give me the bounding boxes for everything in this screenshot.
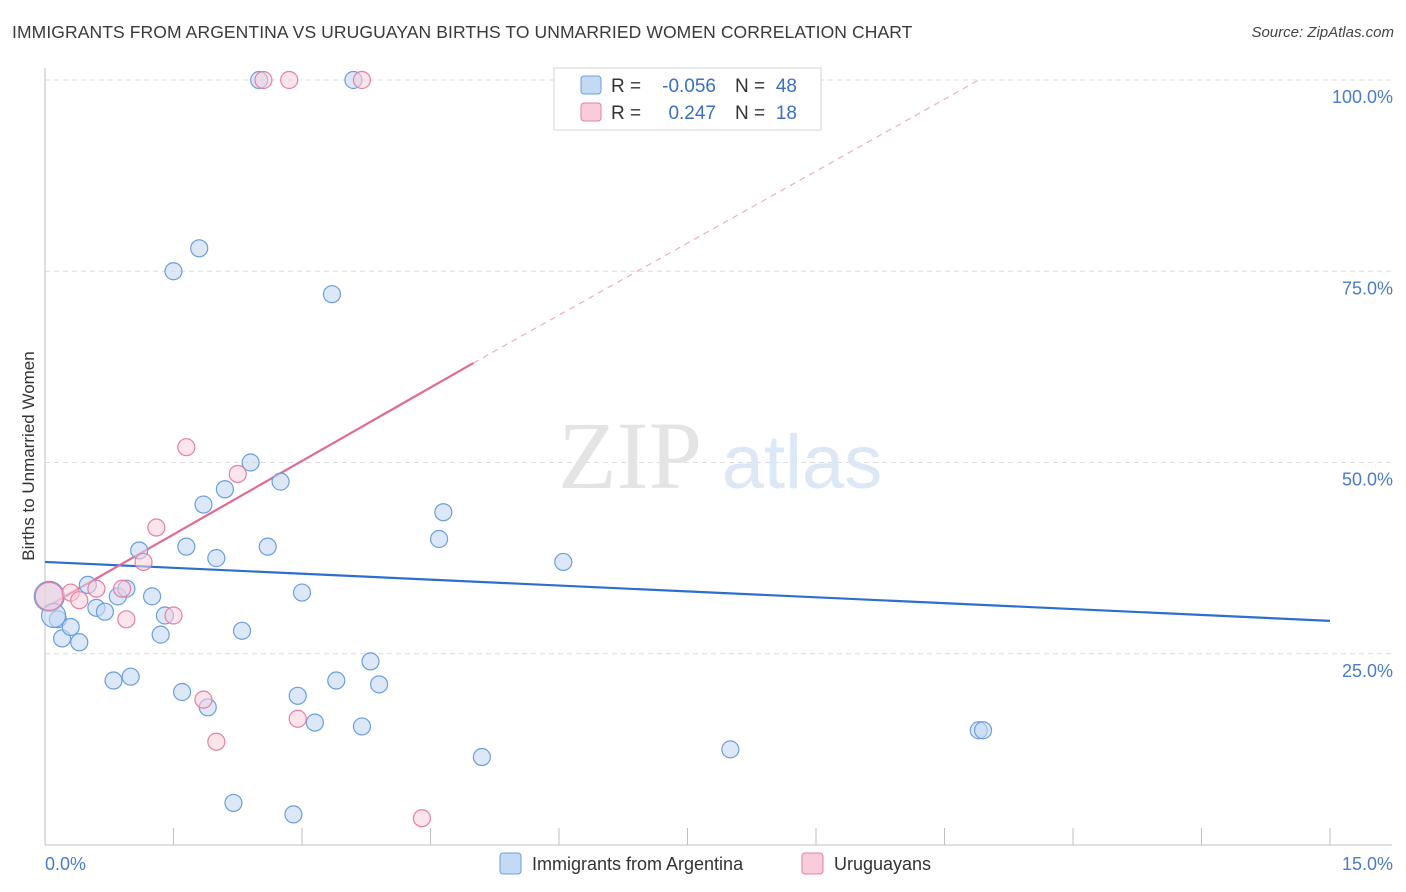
point-argentina-29 [271,472,290,491]
point-uruguayans-9 [177,438,196,457]
stats-n-label-2: N = [735,103,765,124]
point-uruguayans-0 [34,581,64,611]
point-argentina-33 [322,285,342,304]
y-tick-label-2: 50.0% [1342,470,1393,490]
point-uruguayans-14 [280,70,299,90]
point-argentina-28 [258,537,277,556]
point-argentina-20 [194,495,213,514]
point-uruguayans-7 [147,518,166,537]
stats-n-label-1: N = [735,76,765,97]
point-argentina-17 [172,682,192,702]
trendline-uruguayans-extension [473,79,980,364]
y-axis-title: Births to Unmarried Women [19,351,38,560]
x-tick-label-max: 15.0% [1342,854,1393,874]
stats-r-label-2: R = [611,103,641,124]
point-argentina-14 [151,625,170,644]
point-argentina-30 [284,805,303,824]
point-argentina-31 [288,686,307,705]
point-uruguayans-3 [87,579,106,598]
stats-r-label-1: R = [611,76,641,97]
point-argentina-3 [61,617,80,637]
point-argentina-24 [224,793,243,813]
point-uruguayans-8 [164,606,183,625]
point-argentina-41 [434,503,453,522]
point-argentina-4 [70,633,89,652]
point-argentina-38 [361,652,380,671]
y-tick-labels: 100.0% 75.0% 50.0% 25.0% [1332,87,1393,681]
point-argentina-18 [177,537,196,556]
point-uruguayans-2 [70,591,89,610]
trendline-uruguayans [44,362,474,609]
point-uruguayans-16 [352,70,372,90]
y-tick-label-3: 25.0% [1342,661,1393,681]
trendlines [44,79,1331,622]
legend-label-argentina: Immigrants from Argentina [532,854,744,874]
point-uruguayans-4 [112,579,132,598]
point-argentina-25 [232,621,252,640]
point-uruguayans-12 [228,464,247,484]
point-argentina-42 [472,747,491,767]
watermark-atlas: atlas [722,420,883,505]
point-argentina-19 [190,239,209,258]
point-argentina-34 [305,713,324,732]
point-uruguayans-6 [134,552,153,572]
point-uruguayans-5 [117,610,136,629]
stats-r-value-2: 0.247 [668,103,716,124]
stats-swatch-pink [580,102,602,122]
point-uruguayans-13 [254,70,273,90]
axes [44,68,1392,846]
x-tick-labels: 0.0% 15.0% [45,854,1393,874]
point-argentina-23 [215,480,234,499]
point-argentina-7 [95,602,115,621]
point-uruguayans-11 [207,732,226,751]
data-points [33,70,993,828]
point-uruguayans-15 [288,709,307,728]
chart-title: IMMIGRANTS FROM ARGENTINA VS URUGUAYAN B… [12,22,913,42]
y-tick-label-1: 75.0% [1342,278,1393,298]
stats-r-value-1: -0.056 [662,76,716,97]
x-tick-label-min: 0.0% [45,854,86,874]
point-argentina-35 [327,671,346,690]
stats-n-value-2: 18 [776,103,797,124]
point-argentina-46 [973,721,993,740]
source-label: Source: ZipAtlas.com [1251,24,1394,41]
point-argentina-11 [121,667,140,686]
point-argentina-26 [241,453,260,472]
point-argentina-40 [429,529,449,549]
gridlines [45,79,1392,655]
watermark-zip: ZIP [558,402,702,509]
point-argentina-8 [104,671,123,690]
point-uruguayans-10 [194,690,213,709]
point-argentina-43 [554,552,573,572]
legend-swatch-uruguayans [801,852,824,875]
point-argentina-16 [164,262,183,281]
legend: Immigrants from Argentina Uruguayans [499,852,931,875]
point-argentina-22 [207,549,226,568]
stats-n-value-1: 48 [776,76,797,97]
point-argentina-44 [721,740,740,759]
legend-label-uruguayans: Uruguayans [834,854,931,874]
point-argentina-13 [142,587,162,606]
trendline-argentina [44,560,1331,622]
point-argentina-32 [292,583,312,602]
watermark: ZIP atlas [558,402,882,509]
stats-swatch-blue [580,75,602,95]
point-argentina-37 [352,717,372,736]
stats-box: R = -0.056 N = 48 R = 0.247 N = 18 [553,67,822,131]
point-argentina-39 [370,675,389,694]
point-uruguayans-17 [412,809,432,828]
legend-swatch-argentina [499,852,522,875]
y-tick-label-0: 100.0% [1332,87,1393,107]
